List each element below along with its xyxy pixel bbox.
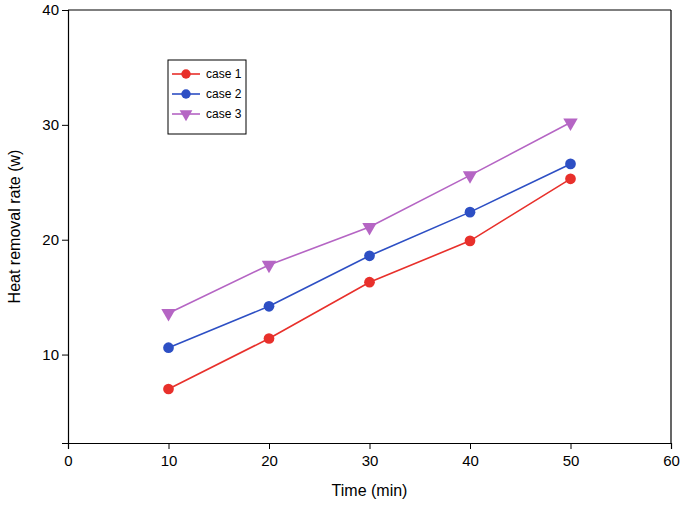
series-marker [161,309,175,321]
y-tick-label: 10 [42,346,59,363]
y-tick-label: 40 [42,1,59,18]
series-group [161,118,577,394]
y-tick-label: 30 [42,116,59,133]
y-tick: 10 [42,346,68,363]
y-tick-mark [62,10,68,11]
series-marker [364,250,375,261]
legend-label: case 2 [206,87,242,101]
series-marker [264,333,275,344]
x-tick: 20 [261,443,278,469]
y-tick-mark [62,355,68,356]
legend-marker [181,69,190,78]
series-marker [463,171,477,183]
x-tick-label: 20 [261,452,278,469]
x-axis: 0 10 20 30 40 50 60 [64,443,680,469]
x-tick-mark [671,443,672,449]
x-tick: 10 [161,443,178,469]
y-tick: 40 [42,1,68,18]
series-line [169,123,571,314]
series [163,173,576,394]
x-tick-mark [470,443,471,449]
x-tick-label: 60 [663,452,680,469]
legend-box [168,60,246,134]
series-marker [563,118,577,130]
legend-marker [180,110,193,121]
series [161,118,577,321]
x-tick: 40 [462,443,479,469]
y-axis-line [62,11,69,444]
x-tick-mark [370,443,371,449]
y-axis-title: Heat removal rate (w) [6,150,23,304]
x-tick-label: 50 [563,452,580,469]
plot: 0 10 20 30 40 50 60 10 20 30 40 [42,1,680,468]
chart: 0 10 20 30 40 50 60 10 20 30 40 Time (min) Heat remo… [0,0,685,510]
series-marker [565,173,576,184]
series-marker [262,261,276,273]
frame-right [670,10,671,443]
series-marker [465,236,476,247]
y-tick-mark [62,125,68,126]
x-axis-line [69,444,672,450]
y-tick: 30 [42,116,68,133]
legend-label: case 1 [206,67,242,81]
legend-marker [181,89,190,98]
series-marker [465,207,476,218]
series-marker [163,342,174,353]
x-tick: 30 [362,443,379,469]
y-axis: 10 20 30 40 [42,1,68,443]
y-tick: 20 [42,231,68,248]
x-tick-label: 30 [362,452,379,469]
x-tick-mark [169,443,170,449]
series-marker [565,159,576,170]
x-tick-label: 0 [64,452,72,469]
x-tick-mark [571,443,572,449]
series-marker [264,301,275,312]
series-line [169,164,571,348]
series-marker [163,384,174,395]
y-tick-label: 20 [42,231,59,248]
x-tick-mark [269,443,270,449]
x-tick: 0 [64,443,72,469]
legend: case 1 case 2 case 3 [168,60,246,134]
x-tick: 50 [563,443,580,469]
x-tick-label: 10 [161,452,178,469]
x-tick-label: 40 [462,452,479,469]
series [163,159,576,353]
y-tick-mark [62,240,68,241]
x-tick: 60 [663,443,680,469]
x-axis-title: Time (min) [332,482,408,499]
frame-top [68,9,671,10]
series-marker [362,223,376,235]
series-marker [364,277,375,288]
legend-label: case 3 [206,107,242,121]
